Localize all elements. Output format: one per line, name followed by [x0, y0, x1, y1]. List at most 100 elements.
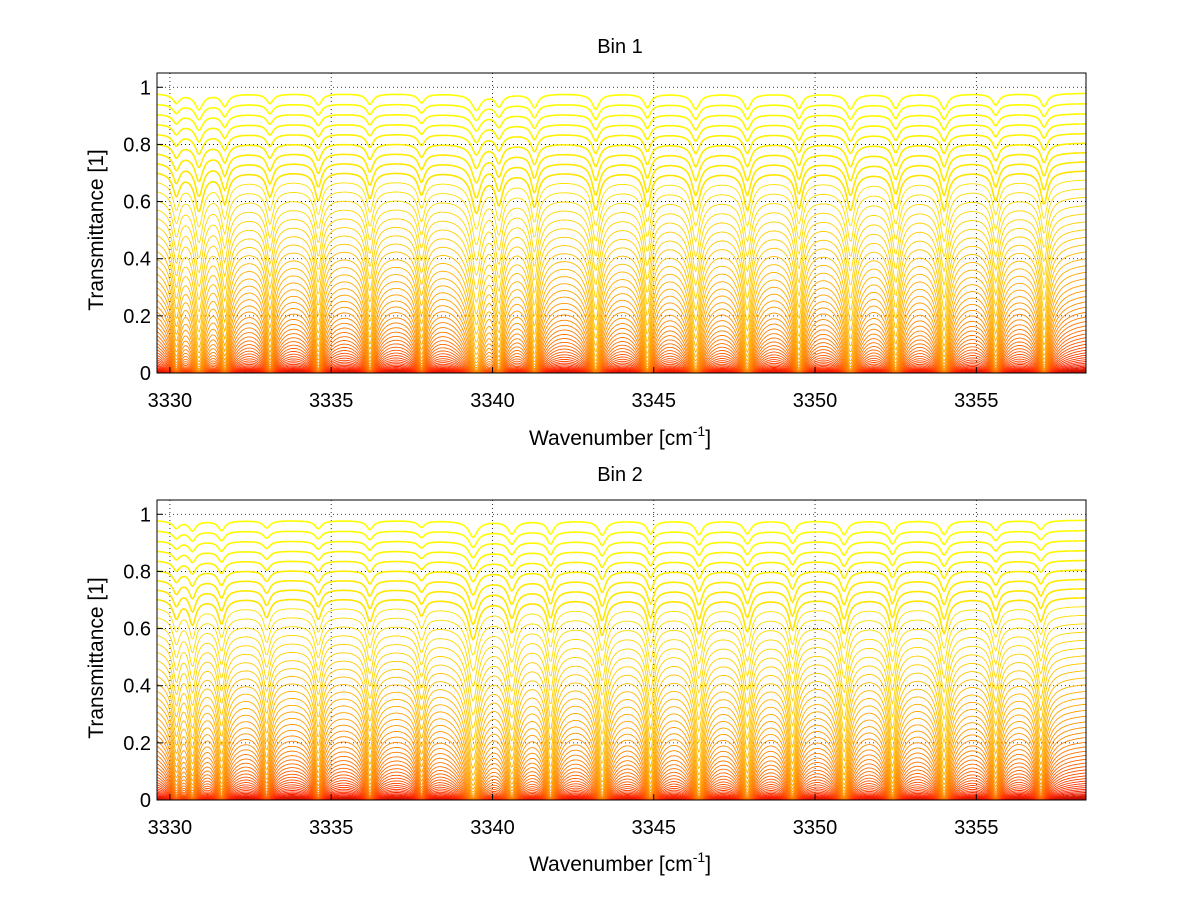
transmittance-series-line: [156, 349, 1087, 374]
transmittance-series-line: [156, 278, 1087, 364]
y-tick-label: 0.6: [123, 619, 151, 641]
transmittance-series-line: [156, 703, 1087, 790]
y-tick-label: 1: [140, 504, 151, 526]
transmittance-series-line: [156, 766, 1087, 801]
transmittance-series-line: [156, 258, 1087, 350]
transmittance-series-line: [156, 333, 1087, 374]
transmittance-series-line: [156, 123, 1086, 144]
x-tick-label: 3330: [148, 390, 193, 412]
series-group: [156, 519, 1087, 801]
transmittance-series-line: [156, 639, 1087, 716]
y-tick-label: 0.2: [123, 306, 151, 328]
transmittance-series-line: [156, 271, 1087, 360]
transmittance-series-line: [156, 783, 1087, 801]
transmittance-series-line: [156, 697, 1087, 787]
y-tick-label: 0: [140, 790, 151, 812]
y-tick-label: 0.8: [123, 134, 151, 156]
transmittance-series-line: [156, 265, 1087, 355]
transmittance-series-line: [156, 295, 1087, 370]
x-tick-label: 3335: [309, 817, 354, 839]
transmittance-series-line: [156, 306, 1087, 372]
transmittance-series-line: [156, 113, 1086, 132]
transmittance-series-line: [156, 559, 1087, 583]
transmittance-series-line: [156, 251, 1087, 343]
transmittance-series-line: [156, 578, 1087, 611]
y-tick-label: 0.8: [123, 561, 151, 583]
transmittance-series-line: [156, 170, 1087, 215]
plot-area: 3330 3335 3340 3345 3350 3355 0 0.2 0.4 0.6 0.8 1: [123, 499, 1087, 839]
x-axis-label-text: Wavenumber [cm: [529, 427, 693, 450]
plot-area: 3330 3335 3340 3345 3350 3355 0 0.2 0.4 0.6 0.8 1: [123, 72, 1087, 412]
x-tick-label: 3350: [793, 817, 838, 839]
chart-title: Bin 1: [597, 36, 643, 58]
transmittance-series-line: [156, 142, 1086, 170]
transmittance-series-line: [156, 684, 1087, 776]
transmittance-series-line: [156, 244, 1087, 335]
transmittance-series-line: [156, 229, 1087, 315]
y-tick-label: 0.2: [123, 733, 151, 755]
transmittance-series-line: [156, 588, 1086, 626]
transmittance-series-line: [156, 662, 1087, 752]
x-tick-label: 3355: [954, 390, 999, 412]
transmittance-series-line: [156, 772, 1087, 801]
chart-title: Bin 2: [597, 464, 643, 486]
x-tick-label: 3355: [954, 817, 999, 839]
transmittance-series-line: [156, 311, 1087, 373]
transmittance-series-line: [156, 631, 1087, 702]
transmittance-series-line: [156, 529, 1086, 549]
transmittance-series-line: [156, 732, 1087, 799]
transmittance-series-line: [156, 132, 1086, 156]
transmittance-series-line: [156, 670, 1087, 761]
transmittance-series-line: [156, 677, 1087, 769]
axes-box: [156, 499, 1087, 801]
transmittance-series-line: [156, 726, 1087, 798]
x-tick-label: 3330: [148, 817, 193, 839]
transmittance-series-line: [156, 346, 1087, 374]
transmittance-series-line: [156, 92, 1086, 112]
x-tick-label: 3340: [470, 817, 515, 839]
y-axis-label: Transmittance [1]: [85, 149, 108, 310]
transmittance-series-line: [156, 769, 1087, 801]
x-axis-label-superscript: -1: [693, 423, 706, 439]
axes-box: [156, 72, 1087, 374]
transmittance-series-line: [156, 758, 1087, 801]
transmittance-series-line: [156, 750, 1087, 801]
transmittance-series-line: [156, 762, 1087, 801]
chart-panel-bin-2: Bin 2 3330 3335 3340 3345 3350 3355 0 0.2 0.4 0.6…: [85, 464, 1087, 876]
transmittance-series-line: [156, 606, 1086, 656]
transmittance-series-line: [156, 352, 1087, 374]
chart-panel-bin-1: Bin 1 3330 3335 3340 3345 3350 3355 0 0.2 0.4 0.6…: [85, 36, 1087, 450]
transmittance-series-line: [156, 213, 1087, 290]
transmittance-series-line: [156, 778, 1087, 801]
transmittance-series-line: [156, 550, 1086, 571]
transmittance-series-line: [156, 715, 1087, 795]
transmittance-series-line: [156, 205, 1087, 276]
transmittance-series-line: [156, 780, 1087, 801]
transmittance-series-line: [156, 721, 1087, 797]
transmittance-series-line: [156, 103, 1086, 122]
x-axis-label-superscript: -1: [693, 849, 706, 865]
x-axis-label-text: Wavenumber [cm: [529, 853, 693, 876]
transmittance-series-line: [156, 655, 1087, 741]
transmittance-series-line: [156, 540, 1086, 559]
transmittance-series-line: [156, 746, 1087, 800]
transmittance-series-line: [156, 329, 1087, 374]
transmittance-series-line: [156, 188, 1086, 246]
x-tick-label: 3345: [632, 390, 677, 412]
y-tick-label: 0.4: [123, 249, 151, 271]
transmittance-series-line: [156, 709, 1087, 793]
transmittance-series-line: [156, 340, 1087, 374]
x-axis-label: Wavenumber [cm-1]: [529, 849, 711, 876]
transmittance-series-line: [156, 647, 1086, 730]
transmittance-series-line: [156, 343, 1087, 374]
transmittance-series-line: [156, 569, 1086, 597]
transmittance-series-line: [156, 741, 1087, 800]
x-tick-label: 3350: [793, 390, 838, 412]
transmittance-series-line: [156, 337, 1087, 374]
transmittance-series-line: [156, 597, 1086, 641]
transmittance-series-line: [156, 221, 1087, 303]
y-tick-label: 0.6: [123, 192, 151, 214]
transmittance-series-line: [156, 284, 1087, 367]
x-axis-label: Wavenumber [cm-1]: [529, 423, 711, 450]
